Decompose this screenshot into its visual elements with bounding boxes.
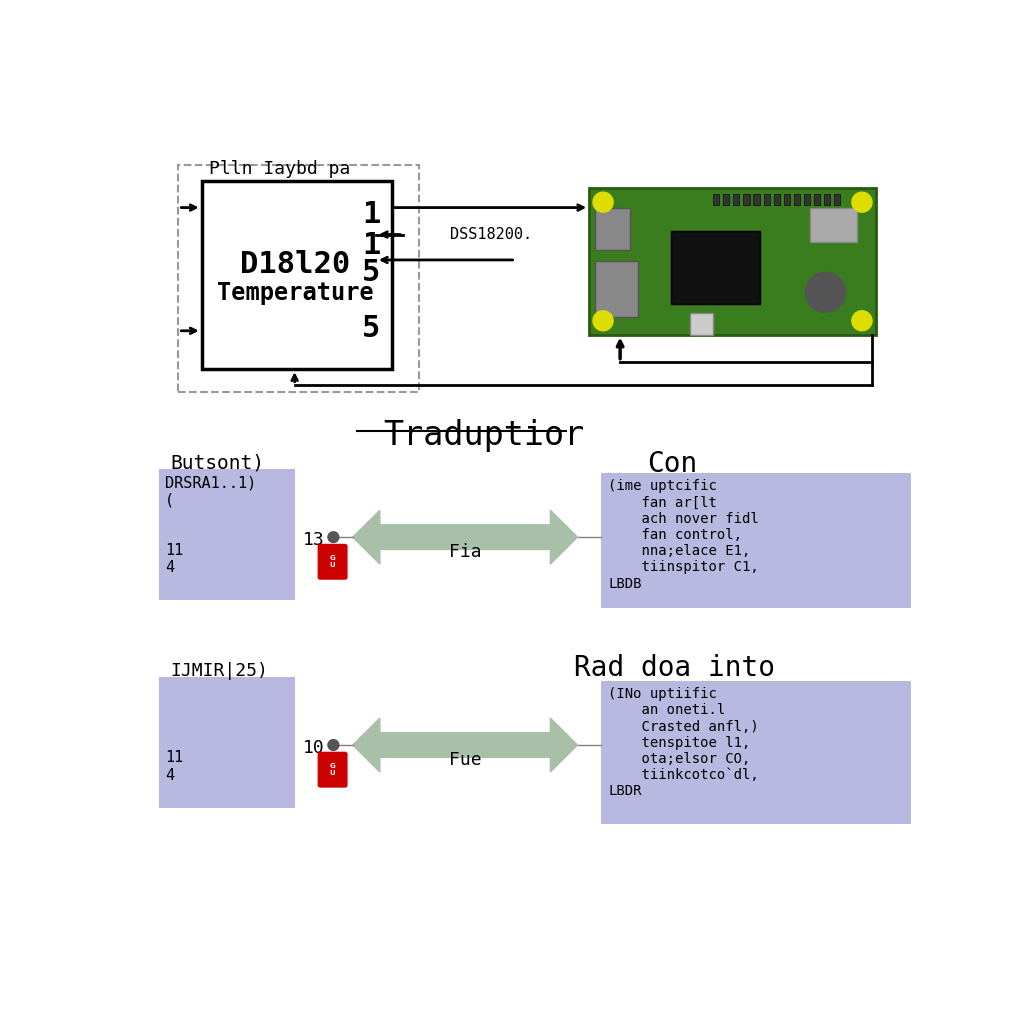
Text: Rad doa into: Rad doa into: [573, 654, 774, 682]
Bar: [810, 208, 856, 243]
Polygon shape: [352, 718, 578, 772]
Text: Butsont): Butsont): [171, 454, 264, 473]
Text: 11
4: 11 4: [165, 751, 183, 782]
Bar: [690, 313, 713, 335]
Text: Traduptior: Traduptior: [384, 420, 585, 453]
Bar: [178, 165, 419, 392]
Bar: [671, 230, 760, 304]
Bar: [764, 195, 770, 205]
Text: IJMIR|25): IJMIR|25): [171, 662, 268, 680]
Text: Temperature: Temperature: [217, 281, 374, 305]
Circle shape: [805, 272, 846, 312]
Text: Fue: Fue: [449, 752, 481, 769]
Bar: [595, 208, 630, 250]
Circle shape: [328, 739, 339, 751]
Bar: [783, 195, 790, 205]
Circle shape: [852, 193, 872, 212]
Bar: [595, 261, 638, 316]
Bar: [601, 473, 910, 608]
Text: 13: 13: [302, 531, 325, 549]
Text: Plln Iaybd pa: Plln Iaybd pa: [209, 160, 351, 178]
Text: Con: Con: [647, 451, 697, 478]
Text: 1: 1: [362, 230, 381, 260]
Text: (ime uptcific
    fan ar[lt
    ach nover fidl
    fan control,
    nna;elace E1: (ime uptcific fan ar[lt ach nover fidl f…: [608, 479, 759, 591]
FancyBboxPatch shape: [318, 753, 346, 786]
Text: D18l20: D18l20: [241, 250, 350, 279]
Circle shape: [593, 310, 613, 331]
Bar: [589, 188, 876, 335]
Text: 5: 5: [362, 258, 381, 287]
Bar: [754, 195, 760, 205]
Bar: [773, 195, 779, 205]
Text: DSS18200.: DSS18200.: [450, 227, 531, 242]
Text: DRSRA1..1)
(: DRSRA1..1) (: [165, 475, 256, 508]
Text: G
U: G U: [330, 763, 336, 776]
Text: 1: 1: [362, 200, 381, 229]
Bar: [159, 469, 295, 600]
Text: (INo uptiific
    an oneti.l
    Crasted anfl,)
    tenspitoe l1,
    ota;elsor : (INo uptiific an oneti.l Crasted anfl,) …: [608, 687, 759, 799]
Circle shape: [328, 531, 339, 543]
Bar: [733, 195, 739, 205]
Bar: [743, 195, 750, 205]
Bar: [601, 681, 910, 823]
Circle shape: [593, 193, 613, 212]
Bar: [713, 195, 719, 205]
Bar: [804, 195, 810, 205]
Bar: [794, 195, 800, 205]
Text: Fia: Fia: [449, 544, 481, 561]
Text: G
U: G U: [330, 555, 336, 568]
Bar: [723, 195, 729, 205]
Bar: [824, 195, 830, 205]
Polygon shape: [352, 510, 578, 564]
FancyBboxPatch shape: [318, 545, 346, 579]
Text: 5: 5: [362, 313, 381, 343]
Text: 10: 10: [302, 739, 325, 757]
Circle shape: [852, 310, 872, 331]
Bar: [202, 180, 391, 370]
Bar: [814, 195, 820, 205]
Text: 11
4: 11 4: [165, 543, 183, 574]
Bar: [159, 677, 295, 808]
Bar: [834, 195, 841, 205]
